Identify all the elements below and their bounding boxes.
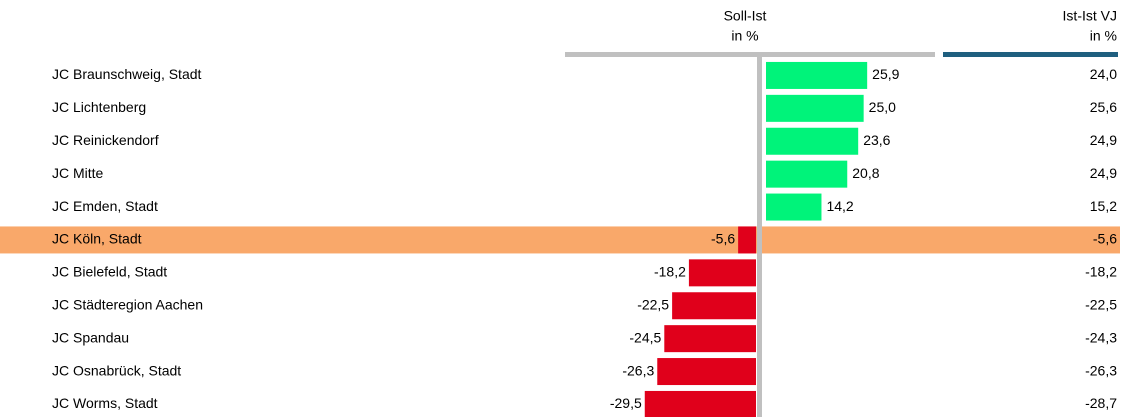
ist-ist-value: 24,9 [1090, 132, 1117, 148]
bar [688, 259, 756, 287]
bar [766, 94, 864, 122]
category-label: JC Braunschweig, Stadt [52, 66, 202, 82]
category-label: JC Städteregion Aachen [52, 296, 203, 312]
column-header: in % [1090, 28, 1117, 44]
category-label: JC Worms, Stadt [52, 395, 158, 411]
category-label: JC Bielefeld, Stadt [52, 264, 167, 280]
value-label: 20,8 [852, 165, 879, 181]
category-label: JC Emden, Stadt [52, 198, 158, 214]
value-label: -22,5 [637, 296, 669, 312]
category-label: JC Osnabrück, Stadt [52, 362, 181, 378]
column-header: Soll-Ist [724, 8, 767, 24]
header-bar [943, 52, 1118, 57]
bar [766, 127, 859, 155]
bar [766, 160, 848, 188]
value-label: 25,9 [872, 66, 899, 82]
value-label: -24,5 [629, 329, 661, 345]
bar [766, 61, 868, 89]
bar [644, 390, 756, 417]
ist-ist-value: -5,6 [1093, 231, 1117, 247]
header-bar [565, 52, 935, 57]
ist-ist-value: -18,2 [1085, 264, 1117, 280]
bar [738, 226, 756, 254]
category-label: JC Köln, Stadt [52, 231, 142, 247]
category-label: JC Spandau [52, 329, 129, 345]
highlight-row [0, 226, 1120, 254]
ist-ist-value: -22,5 [1085, 296, 1117, 312]
bar [766, 193, 822, 221]
value-label: -5,6 [711, 231, 735, 247]
column-header: in % [731, 28, 758, 44]
value-label: 14,2 [826, 198, 853, 214]
value-label: -26,3 [622, 362, 654, 378]
ist-ist-value: -24,3 [1085, 329, 1117, 345]
bar [657, 358, 756, 386]
ist-ist-value: -26,3 [1085, 362, 1117, 378]
zero-axis [757, 57, 762, 417]
ist-ist-value: 24,0 [1090, 66, 1117, 82]
ist-ist-value: 15,2 [1090, 198, 1117, 214]
ist-ist-value: 25,6 [1090, 99, 1117, 115]
value-label: 25,0 [869, 99, 896, 115]
category-label: JC Reinickendorf [52, 132, 159, 148]
column-header: Ist-Ist VJ [1063, 8, 1117, 24]
bar [672, 292, 756, 320]
value-label: 23,6 [863, 132, 890, 148]
category-label: JC Mitte [52, 165, 104, 181]
bar [664, 325, 756, 353]
value-label: -18,2 [654, 264, 686, 280]
ist-ist-value: -28,7 [1085, 395, 1117, 411]
value-label: -29,5 [610, 395, 642, 411]
ist-ist-value: 24,9 [1090, 165, 1117, 181]
category-label: JC Lichtenberg [52, 99, 146, 115]
